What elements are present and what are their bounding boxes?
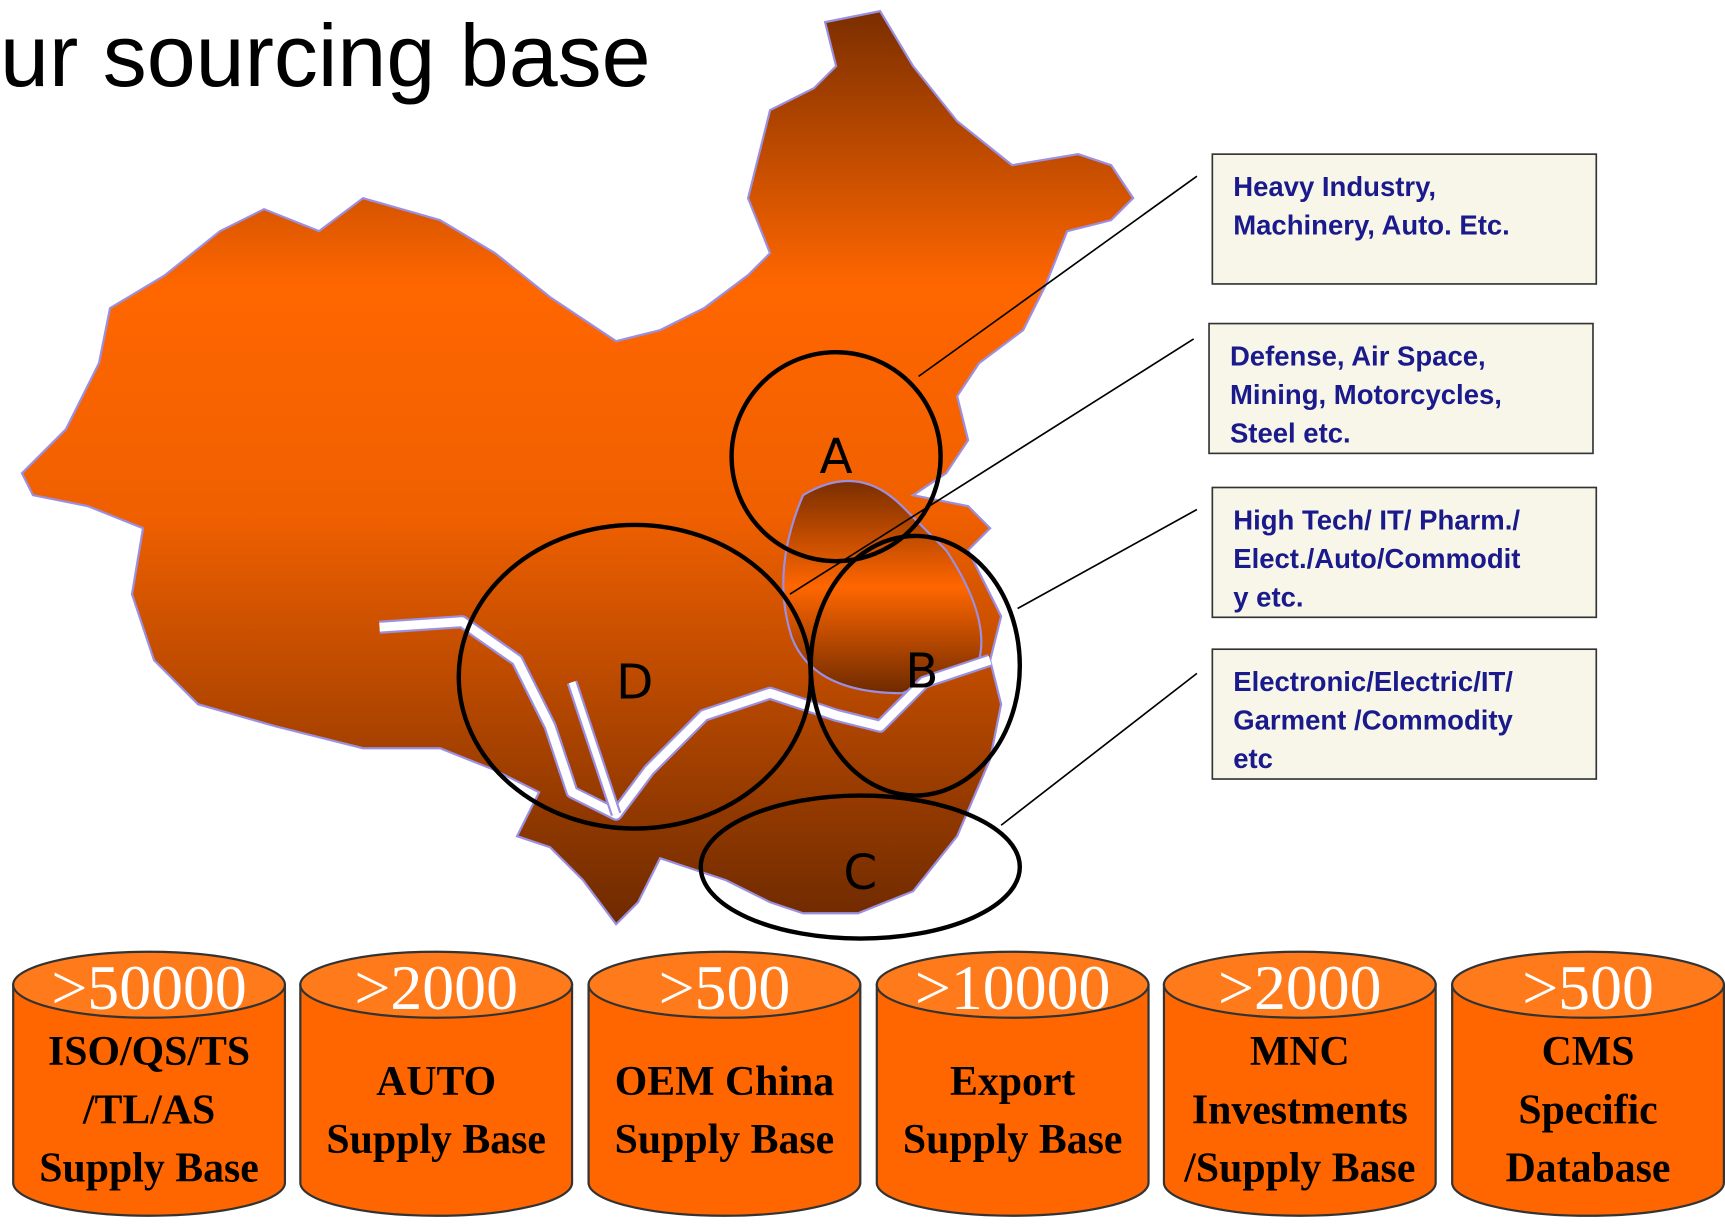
callout-box <box>1211 648 1598 780</box>
cylinder-body <box>12 983 287 1217</box>
callout-box <box>1211 153 1598 285</box>
callout-line: Steel etc. <box>1230 417 1351 448</box>
cylinder-top <box>875 950 1150 1019</box>
callout-line: Heavy Industry, <box>1233 171 1436 202</box>
db-count: >2000 <box>1218 952 1382 1023</box>
db-label: AUTO Supply Base <box>326 1059 546 1163</box>
callout-line: High Tech/ IT/ Pharm./ <box>1233 504 1520 535</box>
db-label-line: Supply Base <box>903 1117 1123 1163</box>
cylinder-top <box>1451 950 1725 1019</box>
db-count: >2000 <box>354 952 518 1023</box>
cylinder-body <box>587 983 862 1217</box>
cylinder-top <box>587 950 862 1019</box>
db-label-line: /Supply Base <box>1183 1146 1415 1192</box>
db-label-line: MNC <box>1250 1029 1350 1075</box>
db-label-line: Export <box>950 1059 1075 1105</box>
db-label: Export Supply Base <box>903 1059 1123 1163</box>
callout-line: Elect./Auto/Commodit <box>1233 543 1520 574</box>
db-label-line: Database <box>1506 1146 1671 1192</box>
callout-line: Mining, Motorcycles, <box>1230 379 1502 410</box>
region-a <box>729 349 943 564</box>
callout-box <box>1211 486 1598 619</box>
cylinder-body <box>875 983 1150 1217</box>
db-label: CMS Specific Database <box>1506 1029 1671 1192</box>
cylinder-body <box>1451 983 1725 1217</box>
callout-box <box>1208 322 1594 455</box>
callout-line: etc <box>1233 743 1273 774</box>
callout-text: Heavy Industry, Machinery, Auto. Etc. <box>1233 171 1510 241</box>
slide-title: ur sourcing base <box>0 6 651 105</box>
callout-line: Electronic/Electric/IT/ <box>1233 666 1513 697</box>
region-c <box>698 793 1023 941</box>
region-label: D <box>616 655 653 711</box>
cylinder-body <box>299 983 574 1217</box>
region-label: B <box>905 644 938 700</box>
callout-text: Defense, Air Space, Mining, Motorcycles, S… <box>1230 340 1502 448</box>
db-label-line: AUTO <box>376 1059 496 1105</box>
region-label: C <box>843 845 877 901</box>
db-label-line: /TL/AS <box>82 1087 215 1133</box>
region-d <box>456 522 813 831</box>
db-label-line: Specific <box>1518 1087 1657 1133</box>
cylinder-top <box>1162 950 1437 1019</box>
db-label-line: Supply Base <box>326 1117 546 1163</box>
callout-line: Defense, Air Space, <box>1230 340 1486 371</box>
db-label-line: CMS <box>1542 1029 1635 1075</box>
db-label-line: ISO/QS/TS <box>48 1029 250 1075</box>
db-label: ISO/QS/TS/TL/AS Supply Base <box>39 1029 259 1192</box>
cylinder-top <box>12 950 287 1019</box>
callout-text: Electronic/Electric/IT/Garment /Commodit… <box>1233 666 1513 774</box>
callout-line: y etc. <box>1233 581 1303 612</box>
db-count: >500 <box>1522 952 1654 1023</box>
db-label: OEM China Supply Base <box>615 1059 835 1163</box>
db-label-line: Supply Base <box>615 1117 835 1163</box>
db-count: >50000 <box>51 952 246 1023</box>
callout-line: Machinery, Auto. Etc. <box>1233 209 1510 240</box>
db-count: >500 <box>659 952 791 1023</box>
map <box>20 9 1135 926</box>
db-label-line: OEM China <box>615 1059 835 1105</box>
region-label: A <box>820 429 853 485</box>
db-count: >10000 <box>915 952 1110 1023</box>
cylinder-top <box>299 950 574 1019</box>
db-label-line: Supply Base <box>39 1146 259 1192</box>
cylinder-body <box>1162 983 1437 1217</box>
connectors <box>789 175 1198 826</box>
region-outlines <box>456 349 1023 941</box>
db-label: MNC Investments/Supply Base <box>1183 1029 1415 1192</box>
callout-text: High Tech/ IT/ Pharm./ Elect./Auto/Commod… <box>1233 504 1520 612</box>
db-label-line: Investments <box>1192 1087 1408 1133</box>
callout-line: Garment /Commodity <box>1233 705 1513 736</box>
